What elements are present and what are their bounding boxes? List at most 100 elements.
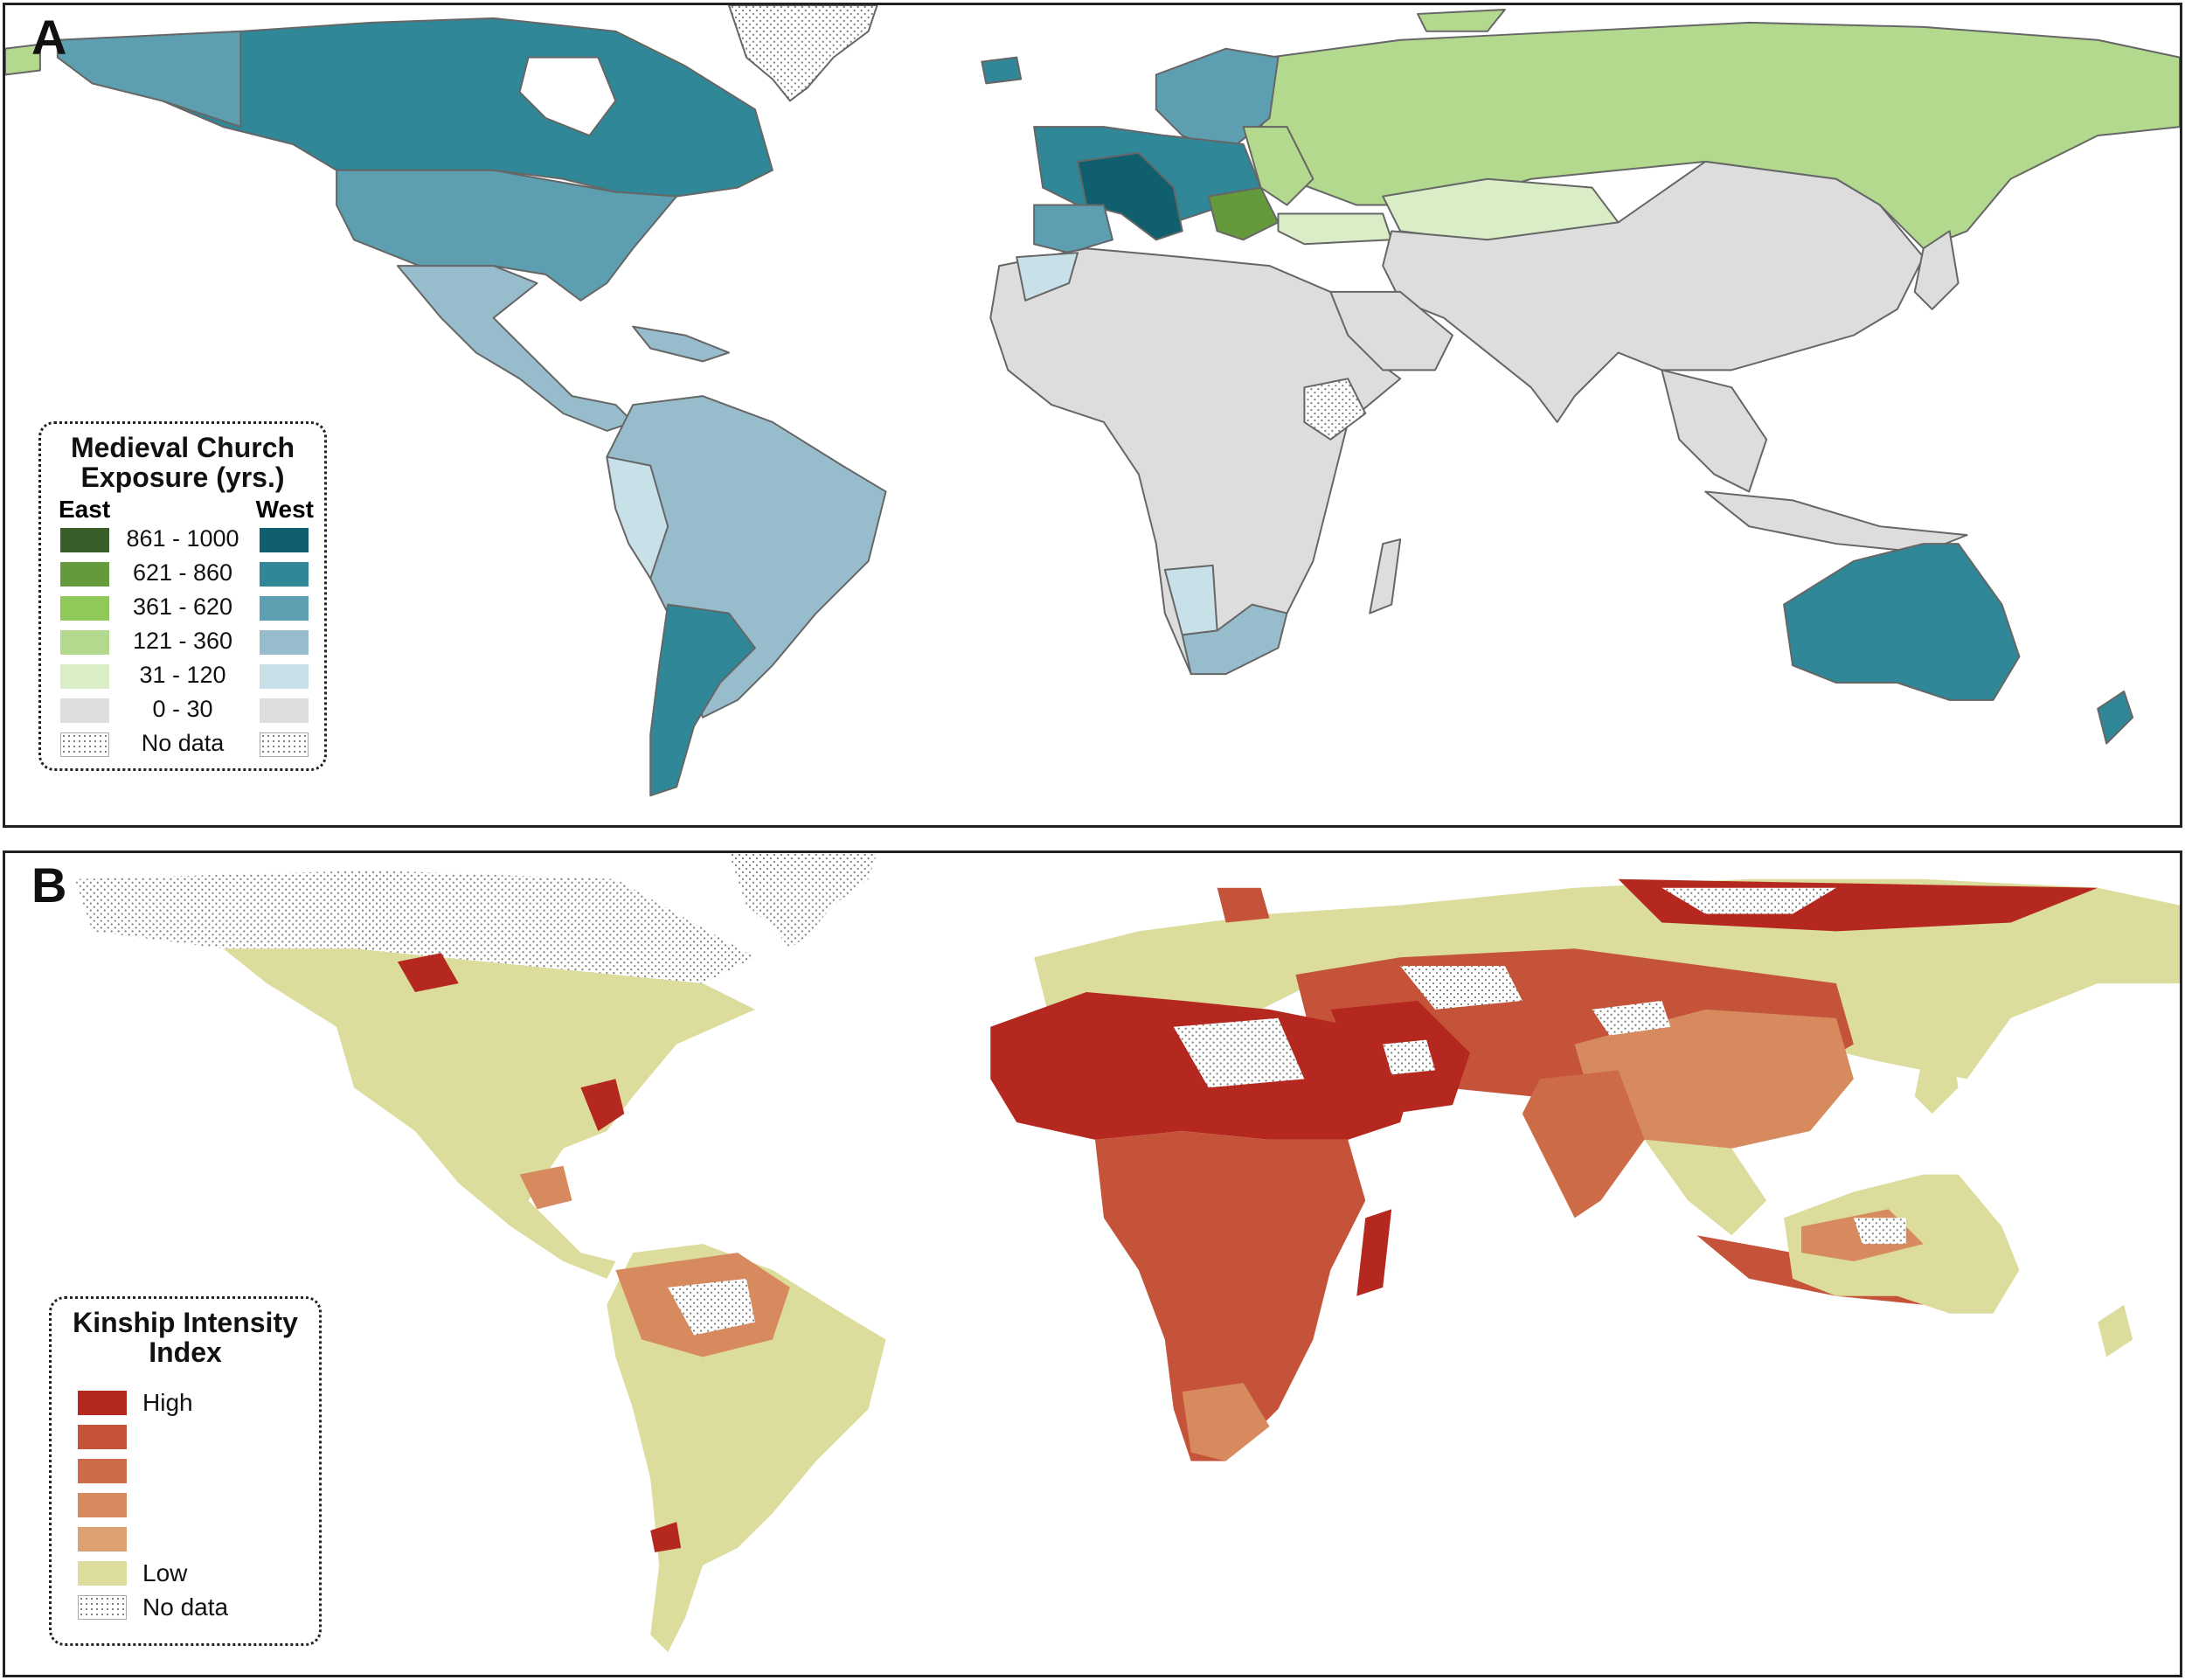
legend-swatch-east xyxy=(60,664,109,689)
legend-row-label: No data xyxy=(141,730,225,756)
legend-swatch xyxy=(78,1391,127,1415)
greenland-region xyxy=(728,5,878,102)
legend-church-exposure: Medieval Church Exposure (yrs.) East Wes… xyxy=(38,421,327,771)
legend-row-label: 621 - 860 xyxy=(132,559,233,586)
legend-swatch-west xyxy=(260,596,309,621)
legend-row-label: Low xyxy=(142,1559,188,1586)
mexico-central-america-region xyxy=(396,265,635,432)
map-b xyxy=(74,853,2180,1653)
legend-rows: 861 - 1000 621 - 860 361 - 620 121 - 360 31 … xyxy=(41,524,324,762)
ethiopia-region xyxy=(1303,378,1367,441)
legend-title: Medieval Church Exposure (yrs.) xyxy=(41,433,324,492)
legend-row: 861 - 1000 xyxy=(41,524,324,558)
morocco-region xyxy=(1016,252,1079,302)
iberia-region xyxy=(1033,204,1113,254)
africa-central-region xyxy=(1094,1130,1366,1461)
legend-row-label: 31 - 120 xyxy=(139,662,226,688)
legend-row: High xyxy=(52,1386,319,1420)
new-zealand-region xyxy=(2097,690,2134,745)
legend-swatch-west xyxy=(260,630,309,655)
legend-row: 0 - 30 xyxy=(41,694,324,728)
legend-row: Low xyxy=(52,1557,319,1591)
usa-region xyxy=(336,169,678,302)
legend-swatch-west xyxy=(260,732,309,757)
china-medium-region xyxy=(1574,1009,1854,1149)
arabia-nodata-region xyxy=(1383,1039,1436,1075)
legend-swatch-east xyxy=(60,596,109,621)
greenland-region xyxy=(729,853,877,949)
legend-swatch xyxy=(78,1493,127,1517)
india-region xyxy=(1522,1070,1645,1218)
hudson-bay xyxy=(518,56,617,137)
legend-swatch xyxy=(78,1459,127,1483)
legend-title-line1: Kinship Intensity xyxy=(73,1307,298,1338)
sahara-nodata-region xyxy=(1173,1017,1305,1088)
map-a xyxy=(5,5,2180,797)
asia-region xyxy=(1382,160,1925,423)
japan-region xyxy=(1913,230,1960,310)
legend-title-line1: Medieval Church xyxy=(70,432,295,463)
iceland-region xyxy=(981,56,1023,85)
central-asia-nodata-region xyxy=(1400,966,1523,1010)
southeast-asia-region xyxy=(1644,1139,1767,1236)
canada-high-patch xyxy=(397,953,459,992)
legend-row: No data xyxy=(41,728,324,762)
balkans-region xyxy=(1207,186,1280,241)
legend-row xyxy=(52,1523,319,1557)
legend-row: 621 - 860 xyxy=(41,558,324,592)
arabia-region xyxy=(1329,290,1454,371)
legend-title: Kinship Intensity Index xyxy=(52,1308,319,1367)
legend-swatch-west xyxy=(260,562,309,587)
panel-b-letter: B xyxy=(31,857,67,913)
legend-title-line2: Index xyxy=(149,1336,222,1368)
siberia-nodata-region xyxy=(1661,887,1836,914)
legend-row: 31 - 120 xyxy=(41,660,324,694)
legend-swatch-west xyxy=(260,528,309,552)
mexico-medium-patch xyxy=(519,1165,572,1210)
panel-a-church-exposure-map: A xyxy=(3,3,2182,828)
legend-row-label: High xyxy=(142,1389,193,1416)
madagascar-region xyxy=(1356,1209,1392,1296)
south-africa-region xyxy=(1181,603,1288,676)
legend-swatch-west xyxy=(260,664,309,689)
legend-row: No data xyxy=(52,1591,319,1625)
legend-kinship-intensity: Kinship Intensity Index High Low No data xyxy=(49,1296,322,1646)
andes-region xyxy=(606,455,669,580)
arctic-islands-region xyxy=(5,43,41,76)
china-nodata-region xyxy=(1592,1000,1671,1036)
turkey-region xyxy=(1277,212,1393,246)
north-america-region xyxy=(223,948,755,1279)
arctic-canada-region xyxy=(74,870,755,984)
arctic-islands-region xyxy=(1417,8,1506,32)
legend-swatch xyxy=(78,1527,127,1552)
legend-swatch-east xyxy=(60,732,109,757)
legend-swatch-east xyxy=(60,630,109,655)
legend-swatch xyxy=(78,1561,127,1586)
australia-nodata-region xyxy=(1853,1218,1906,1245)
amazon-nodata-region xyxy=(668,1278,755,1336)
legend-swatch-west xyxy=(260,698,309,723)
chile-high-patch xyxy=(650,1522,682,1552)
legend-row xyxy=(52,1454,319,1489)
legend-row-label: 361 - 620 xyxy=(132,594,233,620)
legend-row-label: 0 - 30 xyxy=(152,696,213,722)
legend-swatch xyxy=(78,1425,127,1449)
legend-row-label: No data xyxy=(142,1593,229,1621)
legend-east-header: East xyxy=(59,496,111,523)
madagascar-region xyxy=(1369,538,1402,614)
legend-row: 121 - 360 xyxy=(41,626,324,660)
argentina-region xyxy=(649,603,756,797)
australia-region xyxy=(1783,543,2021,701)
alaska-region xyxy=(56,30,242,128)
legend-row: 361 - 620 xyxy=(41,592,324,626)
legend-title-line2: Exposure (yrs.) xyxy=(80,462,285,493)
caribbean-islands xyxy=(632,325,731,363)
legend-swatch-east xyxy=(60,562,109,587)
legend-row-label: 861 - 1000 xyxy=(126,525,239,552)
legend-west-header: West xyxy=(255,496,314,523)
panel-b-kinship-intensity-map: B xyxy=(3,850,2182,1677)
legend-row xyxy=(52,1420,319,1454)
east-us-high-patch xyxy=(580,1079,625,1131)
legend-column-headers: East West xyxy=(41,496,324,524)
japan-region xyxy=(1914,1035,1959,1114)
